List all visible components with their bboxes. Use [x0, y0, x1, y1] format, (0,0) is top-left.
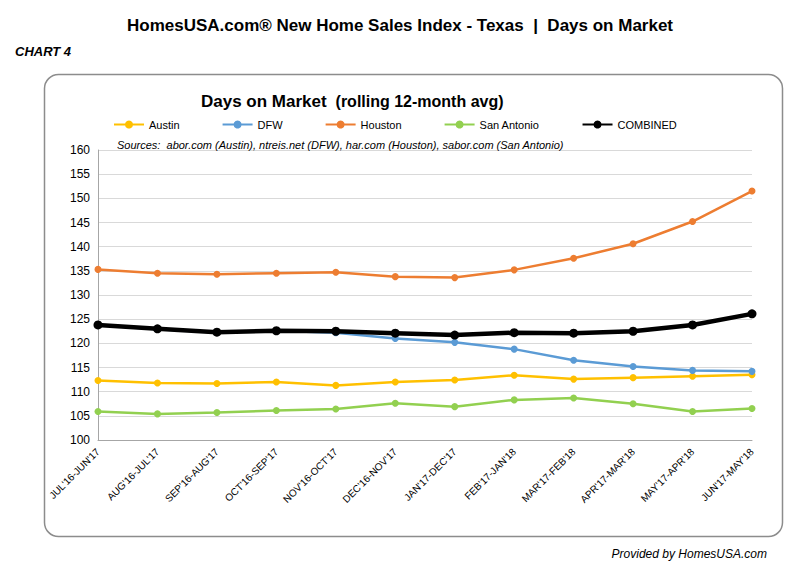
svg-text:JUL'16-JUN'17: JUL'16-JUN'17 — [47, 446, 102, 501]
svg-text:115: 115 — [71, 361, 90, 375]
svg-text:Provided by HomesUSA.com: Provided by HomesUSA.com — [612, 547, 767, 561]
svg-text:MAY'17-APR'18: MAY'17-APR'18 — [639, 446, 697, 504]
svg-text:DEC'16-NOV'17: DEC'16-NOV'17 — [340, 446, 399, 505]
svg-text:120: 120 — [70, 336, 90, 350]
svg-text:Sources: abor.com (Austin), n: Sources: abor.com (Austin), ntreis.net (… — [117, 139, 564, 151]
svg-text:140: 140 — [70, 240, 90, 254]
svg-text:(rolling 12-month avg): (rolling 12-month avg) — [327, 93, 504, 110]
svg-text:100: 100 — [70, 433, 90, 447]
svg-text:145: 145 — [70, 216, 90, 230]
svg-text:Houston: Houston — [361, 119, 402, 131]
svg-text:105: 105 — [70, 409, 90, 423]
svg-text:110: 110 — [71, 385, 90, 399]
svg-text:MAR'17-FEB'18: MAR'17-FEB'18 — [520, 446, 578, 504]
svg-text:COMBINED: COMBINED — [618, 119, 677, 131]
svg-text:APR'17-MAR'18: APR'17-MAR'18 — [578, 446, 637, 505]
svg-text:CHART 4: CHART 4 — [15, 44, 72, 59]
svg-text:OCT'16-SEP'17: OCT'16-SEP'17 — [223, 446, 281, 504]
svg-text:FEB'17-JAN'18: FEB'17-JAN'18 — [462, 446, 518, 502]
svg-text:San Antonio: San Antonio — [480, 119, 539, 131]
svg-text:150: 150 — [70, 191, 90, 205]
svg-text:155: 155 — [70, 167, 90, 181]
svg-text:Days on Market: Days on Market — [201, 92, 327, 111]
svg-text:125: 125 — [70, 312, 90, 326]
svg-text:AUG'16-JUL'17: AUG'16-JUL'17 — [105, 446, 162, 503]
svg-text:DFW: DFW — [258, 119, 284, 131]
svg-text:130: 130 — [70, 288, 90, 302]
svg-text:HomesUSA.com® New Home Sales I: HomesUSA.com® New Home Sales Index - Tex… — [127, 16, 673, 35]
svg-text:SEP'16-AUG'17: SEP'16-AUG'17 — [163, 446, 221, 504]
svg-text:JUN'17-MAY'18: JUN'17-MAY'18 — [699, 446, 756, 503]
svg-text:NOV'16-OCT'17: NOV'16-OCT'17 — [281, 446, 340, 505]
svg-text:Austin: Austin — [149, 119, 180, 131]
svg-text:JAN'17-DEC'17: JAN'17-DEC'17 — [402, 446, 459, 503]
svg-text:135: 135 — [70, 264, 90, 278]
svg-text:160: 160 — [70, 143, 90, 157]
